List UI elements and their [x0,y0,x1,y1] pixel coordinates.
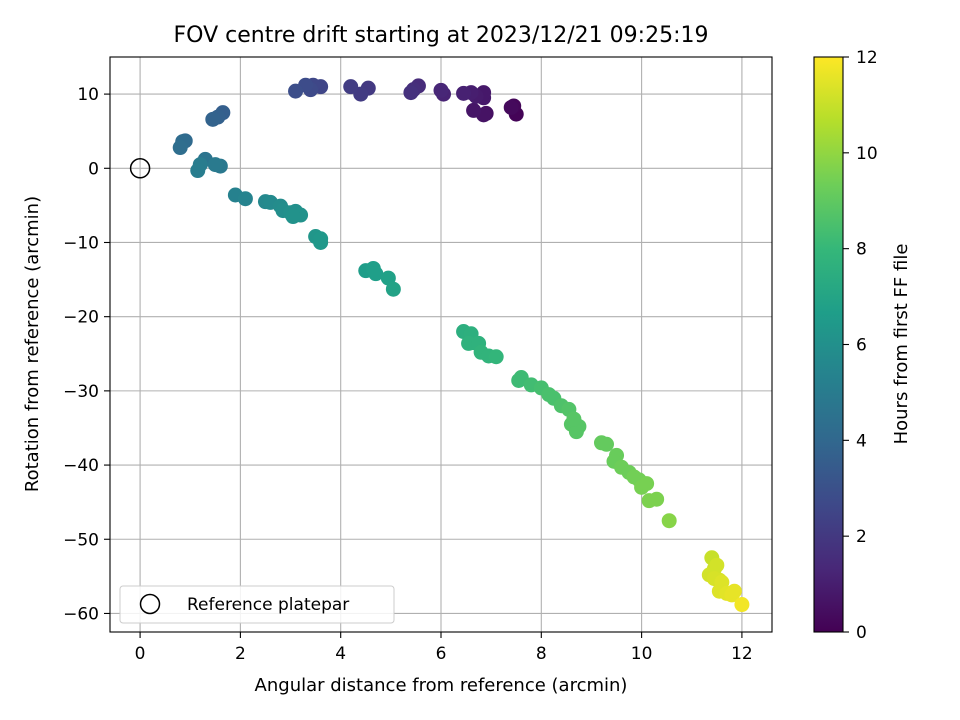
x-tick-label: 12 [731,644,753,664]
scatter-point [568,424,584,440]
colorbar-tick-label: 10 [856,144,878,164]
reference-marker-group [129,158,151,179]
y-tick-label: −40 [63,456,99,476]
scatter-point [288,83,304,99]
y-axis-ticks: 10 0 −10 −20 −30 −40 −50 −60 [63,85,110,624]
colorbar-tick-label: 0 [856,623,867,643]
x-tick-label: 10 [631,644,653,664]
x-tick-label: 2 [235,644,246,664]
y-tick-label: 10 [77,85,99,105]
scatter-point [433,82,449,98]
colorbar-ticks: 0 2 4 6 8 10 12 [843,48,878,643]
x-axis-ticks: 0 2 4 6 8 10 12 [135,632,753,664]
scatter-point [466,102,482,118]
y-tick-label: 0 [88,159,99,179]
scatter-point [285,209,301,225]
scatter-point [385,281,401,297]
legend-label-reference-platepar: Reference platepar [187,595,349,615]
colorbar: 0 2 4 6 8 10 12 Hours from first FF file [813,48,912,643]
scatter-point [205,111,221,127]
x-tick-label: 8 [536,644,547,664]
colorbar-tick-label: 4 [856,431,867,451]
x-tick-label: 0 [135,644,146,664]
scatter-point [172,140,188,156]
chart-title: FOV centre drift starting at 2023/12/21 … [174,23,709,48]
y-tick-label: −60 [63,604,99,624]
x-tick-label: 4 [335,644,346,664]
colorbar-gradient [814,57,843,632]
scatter-point [313,234,329,250]
legend-reference-marker [139,593,161,615]
y-tick-label: −10 [63,233,99,253]
scatter-point [639,476,655,492]
scatter-point [207,157,223,173]
scatter-point [343,79,359,95]
y-tick-label: −30 [63,382,99,402]
scatter-point [649,491,665,507]
scatter-point [190,163,206,179]
scatter-point [237,191,253,207]
scatter-point [566,411,582,427]
scatter-point [734,597,750,613]
scatter-point [726,583,742,599]
scatter-point [661,513,677,529]
reference-platepar-marker [129,158,151,179]
colorbar-tick-label: 8 [856,240,867,260]
y-tick-label: −50 [63,530,99,550]
scatter-points [172,77,750,613]
scatter-point [488,349,504,365]
colorbar-tick-label: 12 [856,48,878,68]
colorbar-label: Hours from first FF file [891,244,912,445]
x-axis-label: Angular distance from reference (arcmin) [255,675,628,696]
colorbar-tick-label: 2 [856,527,867,547]
y-tick-label: −20 [63,308,99,328]
legend: Reference platepar [119,585,395,624]
legend-box [119,585,395,624]
scatter-point [456,85,472,101]
y-axis-label: Rotation from reference (arcmin) [22,196,43,492]
scatter-point [599,436,614,452]
scatter-point [368,266,384,282]
scatter-point [403,85,419,101]
colorbar-tick-label: 6 [856,336,867,356]
scatter-point [503,99,519,115]
x-tick-label: 6 [436,644,447,664]
